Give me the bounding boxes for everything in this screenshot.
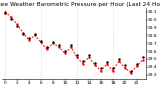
Title: Milwaukee Weather Barometric Pressure per Hour (Last 24 Hours): Milwaukee Weather Barometric Pressure pe… bbox=[0, 2, 160, 7]
